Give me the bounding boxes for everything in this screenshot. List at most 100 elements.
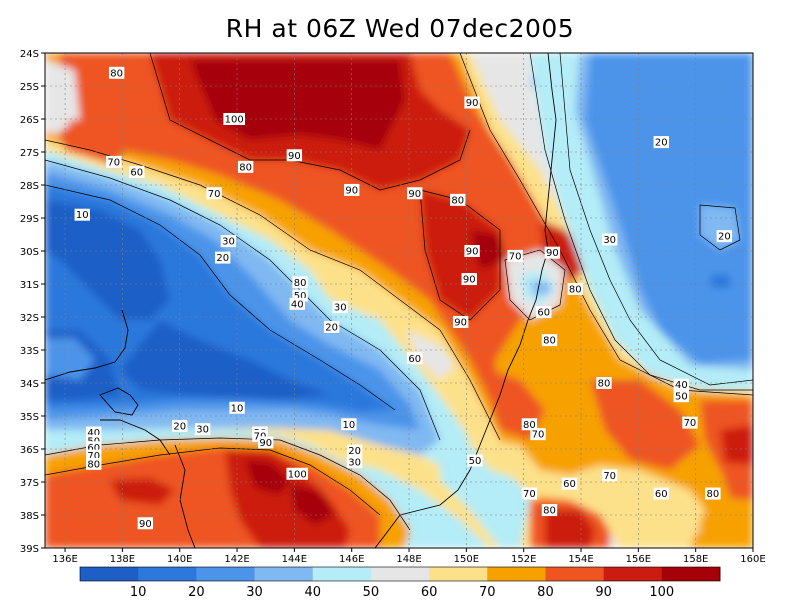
contour-label: 80: [596, 377, 612, 390]
contour-label: 30: [332, 301, 348, 314]
contour-label-text: 70: [87, 451, 100, 462]
contour-label: 80: [541, 334, 558, 347]
contour-label: 30: [220, 235, 237, 248]
contour-label: 10: [74, 208, 90, 221]
y-tick-label: 28S: [20, 181, 39, 192]
contour-label-text: 10: [76, 210, 89, 221]
contour-label-text: 80: [294, 278, 307, 289]
contour-label-text: 70: [523, 489, 536, 500]
contour-label-text: 20: [173, 421, 186, 432]
rh-region: [590, 380, 700, 470]
contour-label: 10: [229, 401, 245, 414]
contour-label-text: 50: [469, 456, 482, 467]
contour-label: 40: [673, 378, 690, 391]
y-tick-label: 25S: [20, 82, 39, 93]
contour-label-box: [716, 230, 733, 243]
contour-label-text: 90: [454, 317, 467, 328]
y-tick-label: 31S: [20, 280, 39, 291]
contour-label-text: 100: [288, 469, 307, 480]
contour-line: [45, 159, 441, 441]
contour-label-text: 90: [466, 247, 479, 258]
contour-label-text: 70: [532, 430, 545, 441]
contour-label-text: 10: [342, 420, 355, 431]
contour-label-text: 60: [408, 354, 421, 365]
contour-label-box: [530, 428, 546, 441]
contour-label-box: [705, 487, 721, 500]
contour-label-text: 80: [110, 68, 123, 79]
contour-label: 70: [601, 469, 618, 482]
contour-line: [459, 53, 753, 396]
contour-label-text: 30: [348, 458, 361, 469]
contour-label: 70: [682, 416, 698, 429]
contour-label-box: [673, 390, 690, 403]
y-tick-label: 38S: [20, 511, 39, 522]
contour-label-text: 40: [675, 380, 688, 391]
contour-label-text: 50: [294, 291, 307, 302]
colorbar-swatch: [138, 567, 197, 581]
contour-label-text: 20: [718, 232, 731, 243]
contour-label-box: [464, 245, 480, 257]
contour-label-box: [407, 352, 423, 365]
contour-label-box: [323, 320, 340, 333]
rh-region: [45, 338, 95, 380]
x-tick-label: 156E: [626, 554, 651, 565]
contour-label-text: 60: [655, 489, 668, 500]
contour-label-text: 80: [87, 459, 100, 470]
contour-label-text: 90: [139, 519, 152, 530]
contour-label-box: [507, 249, 523, 262]
rh-region: [45, 100, 70, 135]
rh-region: [740, 500, 753, 548]
contour-label: 30: [194, 423, 211, 436]
contour-label-text: 30: [334, 303, 347, 314]
contour-label-text: 20: [348, 446, 361, 457]
contour-line: [45, 184, 396, 411]
contour-label-box: [172, 419, 188, 432]
contour-label-box: [596, 377, 612, 389]
contour-label-text: 60: [130, 167, 143, 178]
rh-region: [190, 60, 405, 150]
contour-label-text: 10: [231, 403, 244, 414]
contour-label: 50: [467, 454, 483, 467]
contour-label: 90: [258, 436, 274, 449]
rh-region: [405, 330, 455, 380]
x-tick-label: 152E: [511, 554, 536, 565]
rh-region: [720, 425, 753, 465]
contour-label-box: [673, 378, 690, 391]
contour-label-box: [561, 477, 578, 490]
rh-region: [110, 478, 175, 505]
contour-label-text: 70: [509, 251, 522, 262]
colorbar-label: 20: [188, 585, 205, 600]
contour-line: [45, 139, 501, 441]
colorbar-label: 70: [479, 585, 496, 600]
contour-label-text: 70: [603, 471, 616, 482]
y-tick-label: 27S: [20, 148, 39, 159]
contour-label: 80: [521, 418, 538, 431]
contour-label-text: 90: [463, 275, 476, 286]
contour-label-text: 80: [543, 336, 556, 347]
contour-label: 70: [206, 187, 222, 200]
colorbar-swatch: [254, 567, 314, 581]
contour-label: 80: [292, 276, 308, 289]
colorbar-swatch: [487, 567, 546, 581]
contour-label-box: [332, 301, 348, 314]
contour-label: 90: [137, 517, 154, 530]
contour-label-text: 90: [288, 151, 301, 162]
contour-label: 90: [407, 187, 423, 200]
contour-label-box: [108, 66, 125, 79]
contour-label: 70: [507, 249, 523, 262]
contour-label-box: [206, 187, 222, 200]
y-tick-label: 24S: [20, 49, 39, 60]
contour-label-box: [464, 96, 480, 109]
colorbar-label: 30: [246, 585, 263, 600]
colorbar-swatch: [661, 567, 721, 581]
contour-label-box: [292, 276, 308, 289]
y-tick-label: 37S: [20, 478, 39, 489]
rh-region: [710, 275, 730, 288]
colorbar-label: 90: [595, 585, 612, 600]
contour-label: 70: [106, 155, 122, 168]
contour-label-text: 40: [291, 299, 304, 310]
contour-label: 20: [172, 419, 188, 432]
x-tick-label: 138E: [110, 554, 135, 565]
contour-label: 80: [450, 193, 466, 206]
